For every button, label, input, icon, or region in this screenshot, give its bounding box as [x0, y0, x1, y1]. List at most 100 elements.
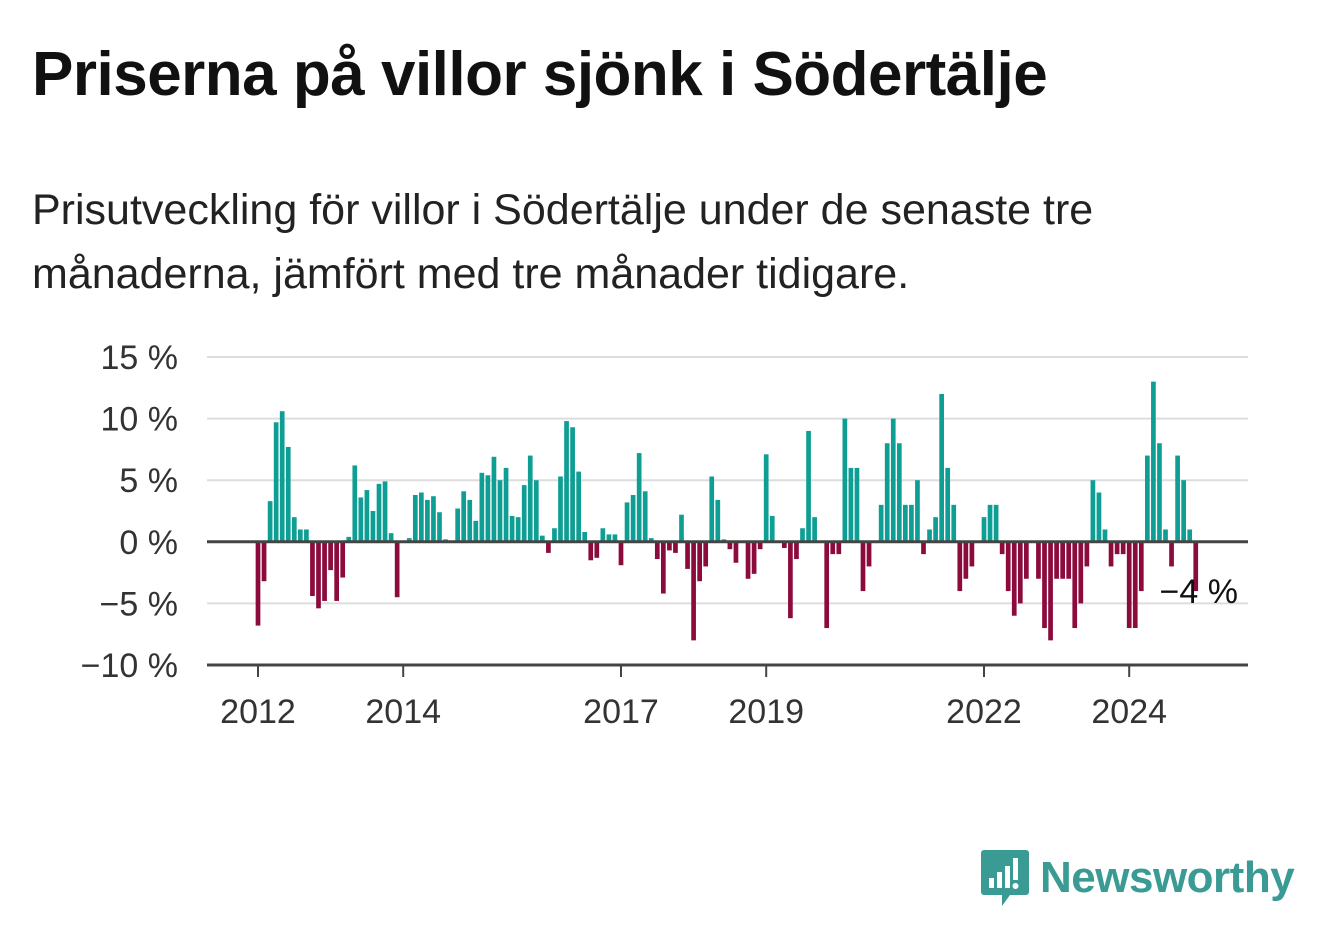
- bar: [1175, 455, 1180, 542]
- bar: [285, 446, 291, 542]
- bar: [1181, 480, 1186, 542]
- brand-name: Newsworthy: [1040, 853, 1295, 902]
- bar: [848, 467, 854, 542]
- bar: [927, 529, 932, 542]
- bar: [473, 520, 479, 542]
- bar: [1120, 541, 1126, 555]
- bar: [1072, 541, 1078, 629]
- bar: [316, 541, 321, 609]
- bar: [1066, 541, 1072, 579]
- bar: [582, 531, 588, 542]
- bar: [999, 541, 1005, 555]
- chart-title: Priserna på villor sjönk i Södertälje: [32, 40, 1048, 109]
- bar: [1132, 541, 1138, 629]
- bar: [715, 499, 721, 542]
- bar: [546, 541, 551, 553]
- bar: [322, 541, 327, 601]
- bar: [1060, 541, 1065, 579]
- bar: [364, 490, 370, 542]
- bar: [661, 541, 666, 594]
- bar: [763, 454, 769, 542]
- bar: [1151, 381, 1156, 542]
- bar: [745, 541, 751, 579]
- bar: [945, 467, 951, 542]
- y-tick-label: 15 %: [101, 339, 179, 377]
- bar: [1005, 541, 1011, 592]
- bar: [1145, 455, 1150, 542]
- axes: 15 % 10 % 5 % 0 % −5 % −10 % 2012 2014 2017 2019 2…: [81, 339, 1248, 731]
- bar: [836, 541, 842, 555]
- bar: [1048, 541, 1053, 641]
- bar: [769, 515, 775, 542]
- bar: [394, 541, 400, 598]
- bar: [1163, 529, 1168, 542]
- bar: [751, 541, 757, 574]
- y-tick-label: −10 %: [81, 647, 178, 685]
- bar: [1042, 541, 1047, 629]
- bar: [933, 517, 938, 542]
- bar: [358, 497, 364, 542]
- y-tick-label: 10 %: [101, 401, 179, 439]
- bar: [969, 541, 975, 567]
- bar: [667, 541, 672, 551]
- bar: [1054, 541, 1059, 579]
- bar: [636, 453, 642, 542]
- bar: [346, 536, 352, 542]
- bar: [993, 504, 999, 542]
- bar: [709, 476, 715, 542]
- bar: [1193, 541, 1199, 592]
- bar: [1108, 541, 1114, 567]
- bar: [806, 430, 811, 542]
- bar: [951, 504, 957, 542]
- bar: [921, 541, 926, 555]
- bar: [540, 535, 545, 542]
- bar: [1036, 541, 1041, 579]
- bar: [612, 534, 618, 542]
- bar: [1017, 541, 1023, 604]
- bar: [957, 541, 963, 592]
- bar: [352, 465, 358, 542]
- bar: [1169, 541, 1174, 567]
- bar: [606, 534, 612, 542]
- x-tick-label: 2022: [946, 693, 1022, 731]
- bar: [1157, 443, 1162, 542]
- bar: [1096, 492, 1102, 542]
- bar: [382, 481, 388, 542]
- bar: [370, 511, 376, 542]
- bar: [1024, 541, 1029, 579]
- bar: [830, 541, 836, 555]
- bar: [842, 418, 848, 542]
- newsworthy-brand: Newsworthy: [980, 848, 1295, 908]
- x-tick-label: 2014: [365, 693, 441, 731]
- bar: [733, 541, 739, 563]
- bar: [310, 541, 315, 597]
- bar: [304, 529, 309, 542]
- bar: [1090, 480, 1096, 542]
- bar: [618, 541, 624, 566]
- bar: [515, 517, 521, 542]
- bar: [564, 421, 569, 542]
- bar: [279, 411, 285, 542]
- bar: [298, 529, 303, 542]
- bar: [273, 422, 279, 542]
- bar: [412, 494, 418, 542]
- chart-subtitle: Prisutveckling för villor i Södertälje u…: [32, 186, 1094, 298]
- bar: [903, 504, 908, 542]
- bar: [1078, 541, 1084, 604]
- bar: [497, 480, 503, 542]
- bar: [1138, 541, 1144, 592]
- bar: [624, 502, 630, 542]
- bar: [794, 541, 799, 560]
- bar: [981, 517, 987, 542]
- bar: [291, 517, 297, 542]
- bar: [340, 541, 346, 578]
- bar: [334, 541, 339, 601]
- bar: [558, 476, 563, 542]
- bar: [455, 508, 460, 542]
- bar: [1011, 541, 1017, 616]
- bar: [866, 541, 872, 567]
- bar: [431, 496, 436, 542]
- y-tick-label: 5 %: [119, 462, 178, 500]
- bar: [503, 467, 509, 542]
- bar: [255, 541, 261, 626]
